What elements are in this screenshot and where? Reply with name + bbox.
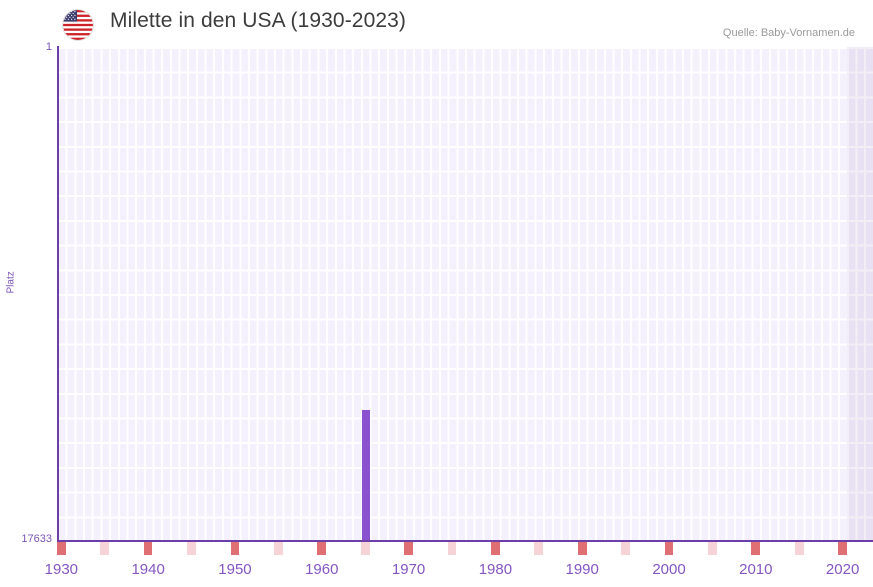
- x-axis-major-tick: [317, 542, 327, 555]
- x-axis-tick-label: 2000: [652, 561, 686, 578]
- x-axis-minor-tick: [187, 542, 196, 555]
- us-flag-icon: [63, 10, 93, 40]
- x-axis-line: [57, 540, 873, 542]
- x-axis-minor-tick: [100, 542, 110, 555]
- x-axis-major-tick: [404, 542, 413, 555]
- x-axis-minor-tick: [708, 542, 717, 555]
- x-axis-tick-label: 2020: [825, 561, 860, 578]
- y-axis-tick-top: 1: [45, 41, 52, 53]
- x-axis-major-tick: [143, 542, 153, 555]
- x-axis-tick-strip: [57, 542, 873, 555]
- x-axis-minor-tick: [794, 542, 804, 555]
- x-axis-major-tick: [751, 542, 761, 555]
- x-axis-minor-tick: [447, 542, 457, 555]
- projection-shaded-band: [846, 47, 873, 541]
- x-axis-tick-label: 1980: [478, 561, 513, 578]
- x-axis-tick-label: 1930: [44, 561, 79, 578]
- data-bar[interactable]: [362, 410, 371, 541]
- x-axis-tick-label: 1950: [218, 561, 252, 578]
- plot-area: [57, 47, 873, 541]
- x-axis-minor-tick: [360, 542, 370, 555]
- x-axis-major-tick: [57, 542, 66, 555]
- x-axis-tick-label: 1970: [391, 561, 426, 578]
- chart-title: Milette in den USA (1930-2023): [110, 9, 407, 32]
- chart-source-label: Quelle: Baby-Vornamen.de: [722, 27, 855, 39]
- y-axis-line: [57, 46, 59, 542]
- x-axis-tick-label: 1940: [131, 561, 165, 578]
- y-axis-title: Platz: [5, 271, 17, 294]
- x-axis-minor-tick: [274, 542, 283, 555]
- chart-gridlines: [57, 47, 873, 541]
- x-axis-tick-label: 2010: [739, 561, 773, 578]
- x-axis-minor-tick: [621, 542, 630, 555]
- y-axis-tick-bottom: 17633: [21, 533, 52, 545]
- x-axis-major-tick: [838, 542, 847, 555]
- x-axis-major-tick: [577, 542, 587, 555]
- x-axis-tick-label: 1990: [565, 561, 599, 578]
- x-axis-tick-label: 1960: [305, 561, 339, 578]
- chart-header: Milette in den USA (1930-2023) Quelle: B…: [0, 0, 873, 47]
- x-axis-major-tick: [664, 542, 674, 555]
- x-axis-minor-tick: [534, 542, 544, 555]
- x-axis-major-tick: [230, 542, 240, 555]
- x-axis-major-tick: [491, 542, 500, 555]
